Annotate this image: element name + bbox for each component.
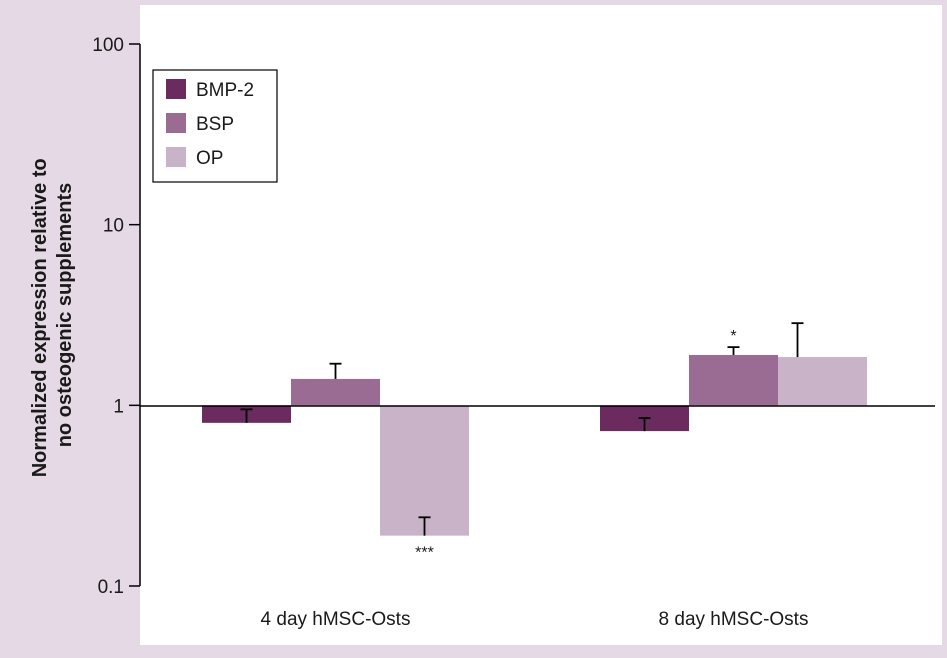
y-tick-label-1: 1 [113, 396, 124, 417]
bar-bsp-1 [291, 378, 380, 406]
legend-swatch-op [166, 147, 186, 167]
significance-label-bsp-2: * [730, 328, 736, 345]
legend-swatch-bmp-2 [166, 79, 186, 99]
y-axis-title-line1: Normalized expression relative to [29, 158, 51, 477]
legend-label-bsp: BSP [196, 114, 234, 135]
legend-swatch-bsp [166, 113, 186, 133]
significance-label-op-1: *** [415, 545, 434, 562]
y-axis-title: Normalized expression relative to no ost… [29, 153, 76, 478]
legend-label-bmp-2: BMP-2 [196, 80, 254, 101]
legend: BMP-2 BSP OP [152, 69, 278, 183]
y-tick-label-3: 100 [92, 35, 124, 56]
bar-bsp-2 [689, 354, 778, 406]
legend-label-op: OP [196, 148, 223, 169]
bar-op-1 [380, 405, 469, 536]
y-tick-label-0: 0.1 [98, 577, 124, 598]
y-tick-label-2: 10 [103, 216, 124, 237]
y-axis-title-line2: no osteogenic supplements [54, 183, 76, 447]
x-category-label-2: 8 day hMSC-Osts [659, 609, 809, 630]
x-category-label-1: 4 day hMSC-Osts [261, 609, 411, 630]
bar-op-2 [778, 357, 867, 406]
